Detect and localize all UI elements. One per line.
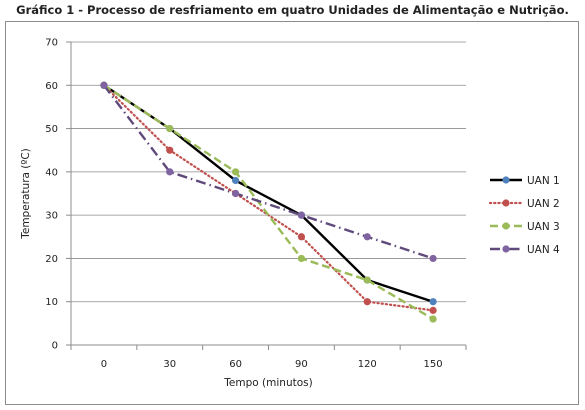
data-point-uan-2-120 <box>363 298 371 306</box>
legend: UAN 1 UAN 2 UAN 3 UAN 4 <box>488 175 560 256</box>
legend-marker-uan-1 <box>502 176 510 184</box>
y-tick-label-0: 0 <box>52 341 58 352</box>
data-point-uan-3-60 <box>231 168 240 176</box>
legend-label-uan-2: UAN 2 <box>527 198 560 210</box>
legend-item-uan-3: UAN 3 <box>490 221 560 233</box>
y-axis-label: Temperatura (ºC) <box>20 148 32 240</box>
axes <box>66 41 467 350</box>
data-point-uan-2-90 <box>297 233 306 241</box>
x-tick-label-150: 150 <box>424 359 443 370</box>
data-point-uan-2-150 <box>429 306 437 314</box>
data-point-uan-3-120 <box>363 276 371 284</box>
data-point-uan-4-0 <box>100 81 108 89</box>
y-tick-label-30: 30 <box>45 211 58 222</box>
series-line-uan-3 <box>103 84 434 321</box>
legend-label-uan-4: UAN 4 <box>527 244 560 256</box>
legend-marker-uan-3 <box>502 222 510 230</box>
y-tick-label-60: 60 <box>45 81 58 92</box>
data-point-uan-4-30 <box>166 168 174 176</box>
series-group <box>100 81 437 323</box>
data-point-uan-4-120 <box>363 233 371 241</box>
legend-label-uan-3: UAN 3 <box>527 221 560 233</box>
data-point-uan-3-90 <box>297 254 306 263</box>
y-tick-label-70: 70 <box>45 38 58 49</box>
x-tick-labels: 0 30 60 90 120 150 <box>101 359 443 370</box>
series-line-uan-1 <box>103 84 434 303</box>
legend-item-uan-2: UAN 2 <box>488 198 560 210</box>
x-tick-label-60: 60 <box>229 359 242 370</box>
legend-item-uan-4: UAN 4 <box>490 244 560 256</box>
x-axis-label: Tempo (minutos) <box>223 377 312 389</box>
data-point-uan-1-150 <box>429 298 437 306</box>
data-point-uan-3-30 <box>166 124 174 133</box>
legend-marker-uan-4 <box>502 245 510 253</box>
x-tick-label-30: 30 <box>163 359 176 370</box>
chart-frame <box>5 21 579 405</box>
data-point-uan-4-150 <box>429 254 437 263</box>
data-point-uan-1-60 <box>231 176 240 185</box>
y-tick-label-20: 20 <box>45 254 58 265</box>
y-tick-labels: 0 10 20 30 40 50 60 70 <box>45 38 58 352</box>
data-point-uan-4-60 <box>231 189 240 198</box>
x-tick-label-120: 120 <box>358 359 377 370</box>
grid-lines <box>71 41 466 303</box>
y-tick-label-10: 10 <box>45 297 58 308</box>
y-tick-label-40: 40 <box>45 167 58 178</box>
data-point-uan-3-150 <box>429 315 437 323</box>
y-tick-label-50: 50 <box>45 124 58 135</box>
legend-label-uan-1: UAN 1 <box>527 175 560 187</box>
legend-item-uan-1: UAN 1 <box>490 175 560 187</box>
series-uan-4 <box>100 81 437 263</box>
x-tick-label-0: 0 <box>101 359 107 370</box>
chart-title: Gráfico 1 - Processo de resfriamento em … <box>16 3 569 17</box>
data-point-uan-2-30 <box>166 146 174 154</box>
data-point-uan-4-90 <box>297 211 306 219</box>
x-tick-label-90: 90 <box>295 359 308 370</box>
legend-marker-uan-2 <box>502 199 510 207</box>
